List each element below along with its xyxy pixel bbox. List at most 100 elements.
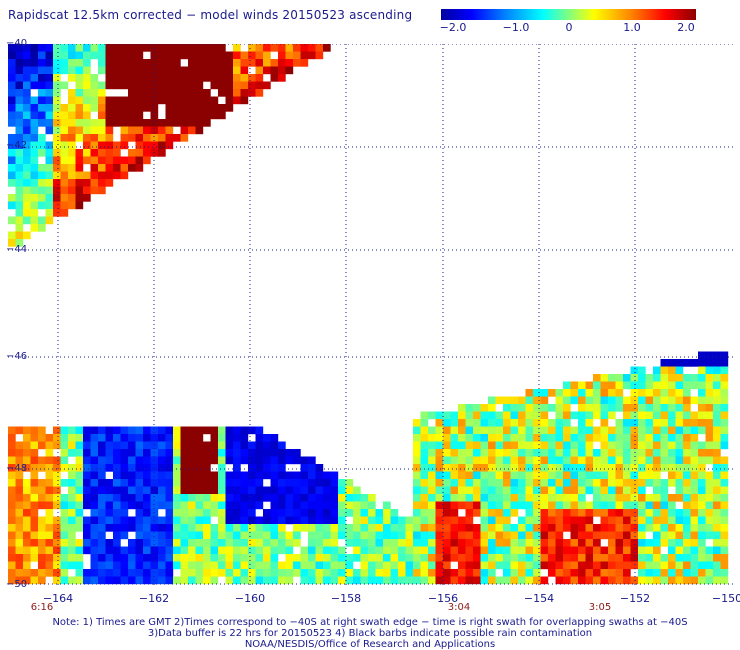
wind-cell	[698, 554, 706, 562]
wind-cell	[608, 411, 616, 420]
wind-cell	[83, 81, 91, 90]
wind-cell	[585, 486, 594, 495]
wind-cell	[8, 149, 16, 157]
wind-cell	[180, 494, 189, 502]
wind-cell	[225, 516, 234, 525]
wind-cell	[188, 104, 196, 112]
wind-cell	[38, 134, 46, 142]
wind-cell	[180, 546, 189, 555]
wind-cell	[128, 59, 136, 67]
wind-cell	[240, 471, 249, 480]
wind-cell	[443, 441, 451, 450]
wind-cell	[105, 179, 114, 187]
wind-cell	[90, 516, 99, 525]
wind-cell	[278, 539, 286, 547]
wind-cell	[600, 456, 609, 465]
wind-cell	[248, 501, 256, 510]
wind-cell	[68, 471, 76, 480]
wind-cell	[75, 164, 84, 172]
wind-cell	[53, 441, 61, 450]
wind-cell	[15, 539, 24, 547]
wind-cell	[645, 516, 654, 525]
wind-cell	[690, 441, 699, 450]
wind-cell	[38, 149, 46, 157]
wind-cell	[420, 524, 429, 532]
wind-cell	[128, 569, 136, 577]
wind-cell	[30, 516, 39, 525]
wind-cell	[398, 524, 406, 532]
wind-cell	[90, 576, 99, 585]
wind-cell	[450, 411, 459, 420]
wind-cell	[660, 456, 669, 465]
wind-cell	[503, 524, 511, 532]
wind-cell	[120, 494, 129, 502]
wind-cell	[555, 576, 564, 585]
wind-cell	[668, 389, 676, 397]
wind-cell	[540, 449, 549, 457]
wind-cell	[593, 531, 601, 540]
wind-cell	[30, 44, 39, 52]
wind-cell	[323, 486, 331, 495]
wind-cell	[353, 554, 361, 562]
wind-cell	[225, 569, 234, 577]
wind-cell	[8, 494, 16, 502]
wind-cell	[105, 464, 114, 472]
wind-cell	[113, 501, 121, 510]
wind-cell	[533, 471, 541, 480]
wind-cell	[165, 449, 174, 457]
wind-cell	[68, 96, 76, 105]
wind-cell	[428, 561, 436, 570]
wind-cell	[83, 59, 91, 67]
wind-cell	[488, 441, 496, 450]
wind-cell	[60, 134, 69, 142]
wind-cell	[465, 554, 474, 562]
wind-cell	[495, 464, 504, 472]
wind-cell	[383, 516, 391, 525]
wind-cell	[45, 509, 54, 517]
wind-cell	[53, 66, 61, 75]
wind-cell	[473, 561, 481, 570]
wind-cell	[218, 89, 226, 97]
wind-cell	[585, 561, 594, 570]
wind-cell	[90, 479, 99, 487]
wind-cell	[83, 89, 91, 97]
wind-cell	[68, 486, 76, 495]
wind-cell	[8, 89, 16, 97]
wind-cell	[195, 479, 204, 487]
wind-cell	[660, 464, 669, 472]
wind-cell	[525, 539, 534, 547]
wind-cell	[413, 524, 421, 532]
wind-cell	[638, 554, 646, 562]
wind-cell	[473, 501, 481, 510]
wind-cell	[53, 456, 61, 465]
wind-cell	[98, 501, 106, 510]
wind-cell	[578, 479, 586, 487]
wind-cell	[488, 479, 496, 487]
wind-cell	[623, 494, 631, 502]
wind-cell	[263, 456, 271, 465]
wind-cell	[98, 119, 106, 127]
wind-cell	[8, 516, 16, 525]
wind-cell	[653, 426, 661, 435]
wind-cell	[480, 441, 489, 450]
wind-cell	[698, 381, 706, 390]
wind-cell	[443, 531, 451, 540]
wind-cell	[263, 524, 271, 532]
wind-cell	[533, 531, 541, 540]
wind-cell	[443, 486, 451, 495]
wind-cell	[248, 456, 256, 465]
wind-cell	[638, 516, 646, 525]
wind-cell	[255, 471, 264, 480]
wind-cell	[698, 479, 706, 487]
wind-cell	[503, 554, 511, 562]
wind-cell	[285, 44, 294, 52]
wind-cell	[255, 51, 264, 60]
wind-cell	[158, 449, 166, 457]
wind-cell	[368, 539, 376, 547]
wind-cell	[608, 561, 616, 570]
wind-cell	[8, 464, 16, 472]
wind-cell	[435, 561, 444, 570]
wind-cell	[525, 404, 534, 412]
wind-cell	[533, 539, 541, 547]
wind-cell	[645, 561, 654, 570]
